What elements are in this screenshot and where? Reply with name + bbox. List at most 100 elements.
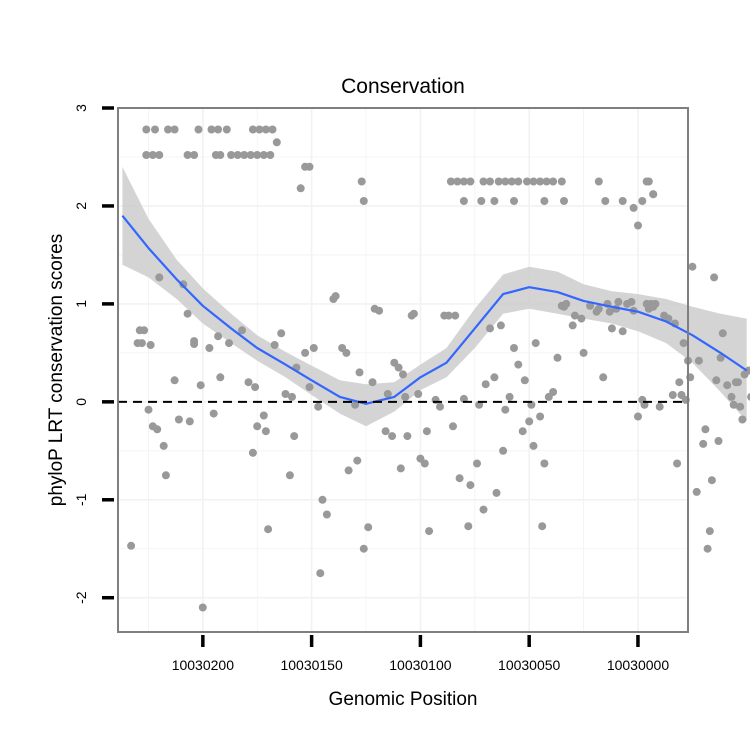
data-point <box>353 456 362 465</box>
data-point <box>553 353 562 362</box>
data-point <box>673 459 682 468</box>
data-point <box>531 339 540 348</box>
data-point <box>747 393 750 401</box>
data-point <box>444 311 453 320</box>
data-point <box>272 138 281 147</box>
data-point <box>651 299 660 308</box>
data-point <box>501 405 510 414</box>
data-point <box>233 151 242 159</box>
data-point <box>268 125 277 134</box>
data-point <box>146 341 155 349</box>
data-point <box>151 125 159 134</box>
data-point <box>473 459 481 468</box>
data-point <box>634 412 642 421</box>
data-point <box>549 177 558 186</box>
data-point <box>194 125 203 134</box>
data-point <box>355 368 364 377</box>
data-point <box>675 378 684 387</box>
data-point <box>216 151 225 159</box>
data-point <box>342 348 351 357</box>
data-point <box>264 525 273 534</box>
data-point <box>496 321 505 330</box>
data-point <box>142 151 151 159</box>
data-point <box>270 341 279 349</box>
data-points-layer <box>127 125 750 612</box>
data-point <box>227 151 236 159</box>
data-point <box>518 427 527 436</box>
data-point <box>190 340 199 348</box>
data-point <box>137 339 146 348</box>
data-point <box>170 125 179 134</box>
data-point <box>196 381 205 390</box>
data-point <box>736 402 745 411</box>
data-point <box>214 125 223 134</box>
y-tick-label: 2 <box>73 202 89 210</box>
data-point <box>614 297 623 306</box>
data-point <box>692 487 701 496</box>
data-point <box>144 405 153 414</box>
data-point <box>618 197 627 205</box>
data-point <box>285 471 294 480</box>
data-point <box>557 177 566 186</box>
x-axis-label: Genomic Position <box>329 689 478 710</box>
data-point <box>259 411 268 420</box>
data-point <box>396 464 405 473</box>
data-point <box>290 432 299 441</box>
x-tick-label: 10030000 <box>607 657 670 673</box>
y-tick-label: 1 <box>73 300 89 308</box>
data-point <box>288 392 296 401</box>
data-point <box>255 125 264 134</box>
data-point <box>655 402 664 411</box>
data-point <box>455 474 464 483</box>
y-tick-label: -1 <box>73 493 89 506</box>
x-tick-label: 10030100 <box>389 657 452 673</box>
data-point <box>479 177 488 186</box>
data-point <box>436 402 444 411</box>
data-point <box>453 177 462 186</box>
data-point <box>510 197 518 205</box>
data-point <box>344 466 353 475</box>
data-point <box>425 527 434 536</box>
data-point <box>562 299 571 308</box>
data-point <box>499 446 508 455</box>
data-point <box>668 391 677 399</box>
data-point <box>140 326 149 335</box>
data-point <box>375 306 384 315</box>
data-point <box>729 400 738 409</box>
data-point <box>540 459 549 468</box>
data-point <box>481 380 490 389</box>
data-point <box>520 376 529 385</box>
data-point <box>159 441 168 450</box>
panel-border <box>117 107 689 633</box>
data-point <box>638 197 647 205</box>
data-point <box>185 417 194 426</box>
data-point <box>703 544 712 553</box>
data-point <box>679 339 688 348</box>
data-point <box>466 481 475 490</box>
data-point <box>409 309 418 318</box>
data-point <box>314 402 323 411</box>
data-point <box>446 177 455 186</box>
data-point <box>305 162 314 171</box>
data-point <box>734 378 742 387</box>
data-point <box>694 356 703 365</box>
data-point <box>248 448 257 457</box>
data-point <box>322 510 331 519</box>
data-point <box>738 415 747 424</box>
data-point <box>179 280 188 289</box>
data-point <box>560 197 568 205</box>
data-point <box>174 415 183 424</box>
data-point <box>644 177 653 186</box>
data-point <box>364 523 373 532</box>
data-point <box>161 471 170 480</box>
data-point <box>718 329 727 338</box>
data-point <box>601 197 610 205</box>
data-point <box>127 541 136 550</box>
data-point <box>388 432 397 441</box>
data-point <box>477 197 486 205</box>
data-point <box>525 417 534 426</box>
data-point <box>296 184 305 193</box>
data-point <box>183 151 192 159</box>
data-point <box>707 476 716 485</box>
